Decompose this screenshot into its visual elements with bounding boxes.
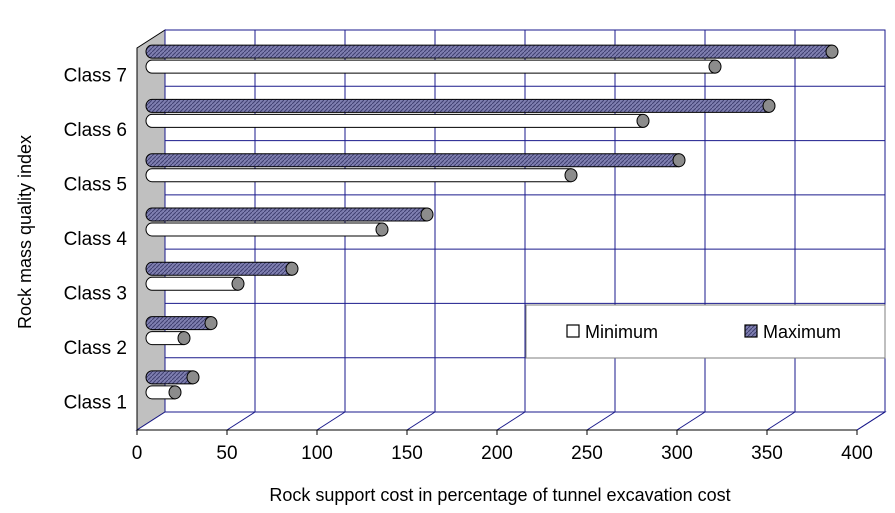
- bar-minimum-body: [145, 168, 572, 183]
- bar-minimum-cap: [564, 168, 578, 183]
- bar-maximum-cap: [420, 207, 434, 222]
- bar-minimum-body: [145, 59, 716, 74]
- y-tick-label: Class 2: [64, 338, 127, 359]
- bar-minimum-body: [145, 113, 644, 128]
- legend-swatch-maximum: [744, 324, 758, 338]
- floor-gridline: [676, 411, 706, 431]
- bar-minimum: [145, 59, 722, 74]
- bar-minimum-cap: [375, 222, 389, 237]
- x-tick-label: 0: [132, 443, 143, 464]
- bar-minimum-cap: [636, 113, 650, 128]
- bar-maximum-body: [145, 316, 212, 331]
- bar-minimum-body: [145, 276, 239, 291]
- x-tick-label: 250: [571, 443, 603, 464]
- bar-maximum: [145, 153, 686, 168]
- bar-minimum: [145, 113, 650, 128]
- x-tick-label: 150: [391, 443, 423, 464]
- bar-maximum: [145, 44, 839, 59]
- x-tick-label: 400: [841, 443, 873, 464]
- floor-gridline: [856, 411, 886, 431]
- y-tick-label: Class 6: [64, 120, 127, 141]
- bar-maximum-cap: [285, 261, 299, 276]
- y-tick-label: Class 3: [64, 284, 127, 305]
- bar-minimum-body: [145, 222, 383, 237]
- floor-gridline: [586, 411, 616, 431]
- y-tick-label: Class 4: [64, 229, 128, 250]
- y-tick-label: Class 1: [64, 393, 127, 414]
- bar-maximum: [145, 316, 218, 331]
- bar-minimum-cap: [708, 59, 722, 74]
- bar-minimum-cap: [177, 331, 191, 346]
- x-tick-label: 300: [661, 443, 693, 464]
- x-axis-title: Rock support cost in percentage of tunne…: [269, 485, 730, 505]
- legend-label-minimum: Minimum: [585, 322, 658, 342]
- x-tick-label: 50: [216, 443, 237, 464]
- bar-maximum: [145, 261, 299, 276]
- legend-box: [525, 304, 886, 359]
- x-tick-label: 200: [481, 443, 513, 464]
- bar-maximum-cap: [672, 153, 686, 168]
- y-tick-label: Class 7: [64, 65, 127, 86]
- bar-minimum: [145, 222, 389, 237]
- floor-gridline: [406, 411, 436, 431]
- y-tick-label: Class 5: [64, 174, 127, 195]
- bar-maximum: [145, 370, 200, 385]
- bar-minimum-cap: [168, 385, 182, 400]
- bar-maximum-cap: [825, 44, 839, 59]
- bar-minimum: [145, 276, 245, 291]
- bar-maximum-body: [145, 370, 194, 385]
- legend-swatch-minimum: [566, 324, 580, 338]
- bar-maximum-cap: [762, 98, 776, 113]
- legend: Minimum Maximum: [525, 304, 886, 359]
- bar-maximum-body: [145, 44, 833, 59]
- bar-minimum-body: [145, 331, 185, 346]
- bar-maximum-cap: [204, 316, 218, 331]
- bar-maximum-body: [145, 261, 293, 276]
- floor-gridline: [766, 411, 796, 431]
- y-axis-title: Rock mass quality index: [15, 135, 35, 329]
- floor-gridline: [226, 411, 256, 431]
- legend-label-maximum: Maximum: [763, 322, 841, 342]
- floor-gridline: [316, 411, 346, 431]
- x-tick-label: 350: [751, 443, 783, 464]
- x-tick-label: 100: [301, 443, 333, 464]
- bar-minimum: [145, 331, 191, 346]
- bar-maximum-body: [145, 207, 428, 222]
- bar-maximum: [145, 98, 776, 113]
- bar-minimum-body: [145, 385, 176, 400]
- bar-maximum-cap: [186, 370, 200, 385]
- bar-minimum: [145, 385, 182, 400]
- floor-gridline: [496, 411, 526, 431]
- bar-minimum: [145, 168, 578, 183]
- bar-maximum: [145, 207, 434, 222]
- bar-maximum-body: [145, 153, 680, 168]
- bar-maximum-body: [145, 98, 770, 113]
- bar-minimum-cap: [231, 276, 245, 291]
